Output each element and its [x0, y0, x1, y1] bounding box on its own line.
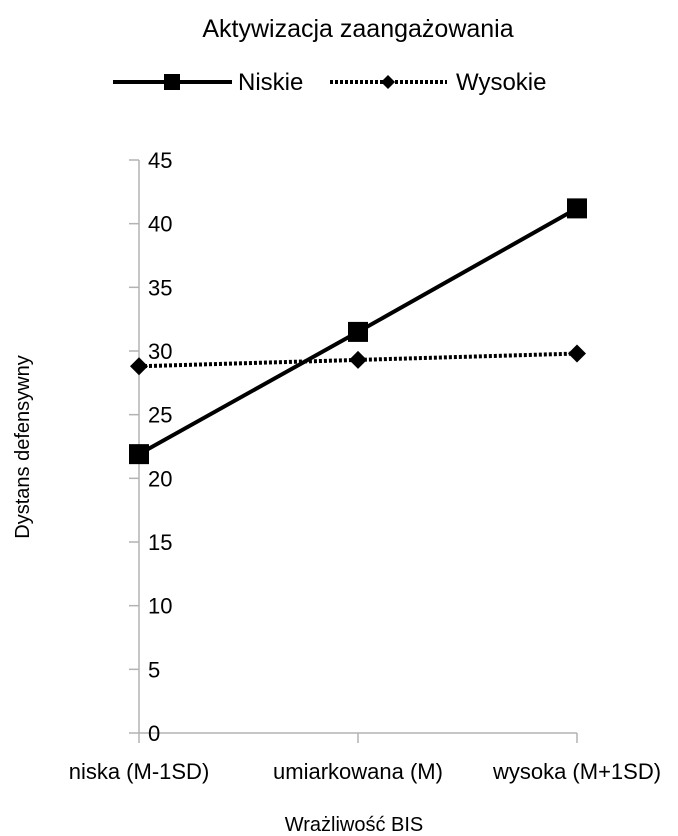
x-axis-title: Wrażliwość BIS	[285, 814, 424, 836]
y-tick-label: 45	[148, 148, 172, 173]
legend-item-wysokie: Wysokie	[330, 69, 546, 96]
legend-item-niskie: Niskie	[113, 69, 303, 96]
y-tick-label: 25	[148, 403, 172, 428]
y-tick-label: 15	[148, 530, 172, 555]
data-point-wysokie	[130, 357, 148, 376]
chart-series	[129, 198, 587, 465]
y-axis-title: Dystans defensywny	[12, 355, 34, 538]
legend-wysokie-label: Wysokie	[456, 69, 546, 96]
x-tick-label: umiarkowana (M)	[273, 759, 443, 784]
legend-niskie-marker	[164, 74, 180, 90]
series-line-wysokie	[138, 351, 578, 369]
legend-wysokie-marker	[381, 75, 395, 89]
x-tick-label: wysoka (M+1SD)	[492, 759, 661, 784]
y-tick-label: 40	[148, 212, 172, 237]
y-tick-label: 10	[148, 594, 172, 619]
y-tick-label: 20	[148, 466, 172, 491]
legend: Niskie Wysokie	[113, 69, 546, 96]
y-tick-label: 5	[148, 657, 160, 682]
data-point-niskie	[129, 444, 149, 465]
x-tick-label: niska (M-1SD)	[69, 759, 210, 784]
y-tick-label: 0	[148, 721, 160, 746]
chart-axes: 0 5 10 15 20 25 30 35 40 45 niska (M-1SD) umiarkowa…	[69, 148, 661, 784]
legend-niskie-label: Niskie	[238, 69, 303, 96]
chart-title: Aktywizacja zaangażowania	[202, 15, 513, 43]
y-tick-label: 30	[148, 339, 172, 364]
y-tick-label: 35	[148, 275, 172, 300]
data-point-wysokie	[349, 350, 367, 369]
data-point-niskie	[567, 198, 587, 219]
data-point-niskie	[348, 321, 368, 342]
data-point-wysokie	[568, 344, 586, 363]
